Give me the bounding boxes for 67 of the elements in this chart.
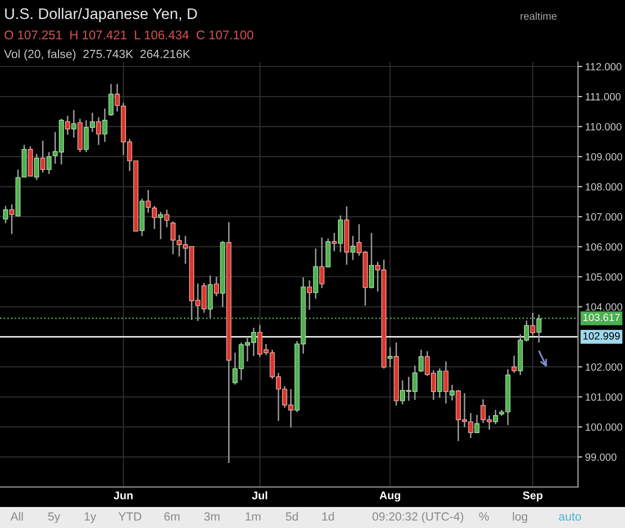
candlestick [319,236,324,289]
candlestick [65,115,70,136]
y-tick-label: 101.000 [586,393,622,401]
text: 1y [84,512,96,524]
ref-line-label: 102.999 [583,332,620,340]
candlestick [388,346,393,368]
candlestick [437,368,442,398]
candlestick [306,280,312,310]
candlestick [3,205,8,224]
candlestick [350,235,356,261]
y-tick-label: 109.000 [586,153,622,160]
text: Vol (20, false) 275.743K 264.216K [4,50,190,60]
text: 5y [48,512,60,524]
text: log [512,512,528,524]
x-tick-label: Jul [252,491,268,500]
candlestick [443,360,448,404]
candlestick [418,349,424,373]
candlestick [474,414,480,434]
x-tick-label: Jun [114,492,133,500]
y-tick-label: 100.000 [586,423,622,431]
text: YTD [118,512,142,521]
candlestick [96,116,102,146]
y-tick-label: 99.000 [585,453,616,461]
text: 09:20:32 (UTC-4) [372,512,464,523]
candlestick [71,109,76,138]
candlestick [450,384,455,402]
text: 1m [246,512,260,521]
y-tick-label: 106.000 [586,243,622,251]
chart-title: U.S. Dollar/Japanese Yen, D [5,8,197,22]
candlestick [46,151,52,175]
candlestick [332,232,337,252]
y-tick-label: 102.000 [586,363,622,371]
y-tick-label: 111.000 [586,93,621,100]
candlestick [108,83,114,116]
text: realtime [520,12,557,20]
candlestick [9,204,14,235]
text: % [479,512,489,521]
candlestick [164,209,170,228]
x-tick-label: Sep [522,491,542,502]
y-tick-label: 107.000 [586,213,622,221]
candlestick [492,409,498,425]
candlestick [368,232,374,290]
candlestick [34,153,40,181]
candlestick [158,211,164,240]
candlestick [40,140,46,174]
candlestick [152,205,157,230]
text: 6m [164,512,180,521]
text: 1d [322,512,334,521]
ref-line-label: 103.617 [583,314,620,322]
candlestick [530,312,536,336]
candlestick [214,276,219,297]
text: O 107.251 H 107.421 L 106.434 C 107.100 [4,30,254,40]
x-tick-label: Aug [380,492,400,502]
y-tick-label: 112.000 [586,63,622,70]
candlestick [102,108,108,143]
text: 5d [286,512,298,521]
text: 3m [204,512,220,521]
y-tick-label: 105.000 [586,273,622,281]
candlestick [338,214,343,253]
candlestick [146,189,151,214]
text: All [10,512,23,521]
y-tick-label: 104.000 [586,303,622,311]
candlestick [512,355,517,374]
y-tick-label: 110.000 [586,123,622,130]
y-tick-label: 108.000 [586,183,622,191]
candlestick [114,83,120,112]
text: auto [559,512,581,521]
